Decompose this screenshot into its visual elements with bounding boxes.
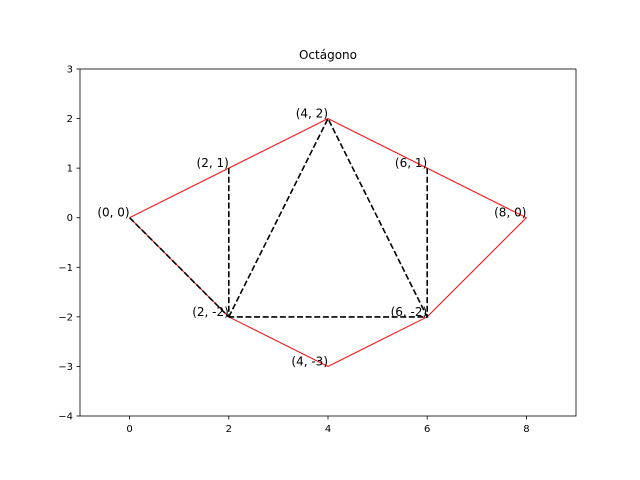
- series-line-triangle: [228, 116, 429, 318]
- point-label: (4, -3): [291, 354, 328, 368]
- y-tick-label: 1: [67, 164, 73, 175]
- x-tick-label: 6: [424, 424, 430, 435]
- y-tick-label: −4: [58, 412, 73, 423]
- y-tick-label: 3: [67, 65, 73, 76]
- x-tick-label: 8: [523, 424, 529, 435]
- label-layer: (0, 0) (2, 1) (4, 2) (6, 1) (8, 0) (2, -2) (6,…: [97, 107, 526, 369]
- point-label: (6, -2): [391, 305, 428, 319]
- point-label: (8, 0): [494, 206, 526, 220]
- point-label: (0, 0): [97, 206, 129, 220]
- series-layer: [129, 116, 528, 367]
- y-tick-label: −3: [58, 362, 73, 373]
- point-label: (4, 2): [296, 107, 328, 121]
- series-line-diagonal-0-0-to-2-2: [129, 217, 230, 318]
- chart-title: Octágono: [299, 48, 357, 62]
- y-tick-label: −2: [58, 312, 73, 323]
- series-line-octagon: [129, 118, 528, 367]
- point-label: (6, 1): [395, 156, 427, 170]
- y-tick-label: 0: [67, 213, 73, 224]
- x-tick-label: 0: [126, 424, 132, 435]
- y-tick-label: −1: [58, 263, 73, 274]
- y-tick-label: 2: [67, 114, 73, 125]
- point-label: (2, 1): [197, 156, 229, 170]
- x-tick-label: 2: [226, 424, 232, 435]
- axes-layer: 0 2 4 6 8 −4 −3 −2 −1 0 1 2 3: [58, 65, 577, 435]
- x-tick-label: 4: [325, 424, 331, 435]
- point-label: (2, -2): [192, 305, 229, 319]
